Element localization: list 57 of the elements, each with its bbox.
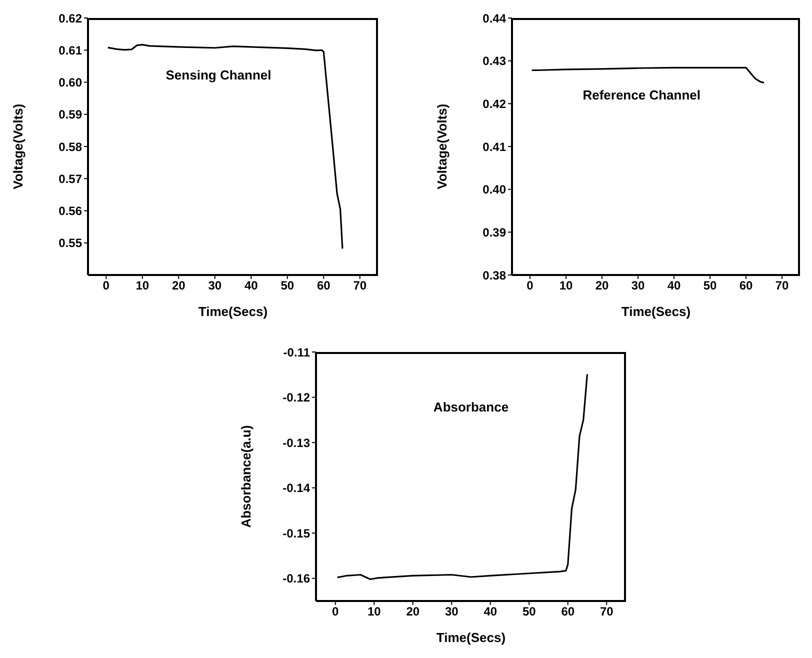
- x-tick-label: 0: [332, 604, 340, 619]
- y-tick-label: 0.41: [482, 140, 506, 154]
- x-tick-label: 60: [739, 278, 753, 293]
- y-tick-label: -0.12: [282, 390, 310, 405]
- x-tick-label: 30: [444, 604, 459, 619]
- x-tick-label: 50: [703, 278, 717, 293]
- y-tick-label: -0.11: [283, 345, 310, 360]
- y-tick-label: 0.57: [58, 172, 82, 186]
- x-tick-label: 70: [600, 604, 614, 619]
- y-tick-label: 0.62: [58, 11, 82, 26]
- y-tick-label: 0.55: [58, 236, 82, 250]
- y-tick-label: 0.59: [58, 108, 82, 122]
- x-tick-label: 20: [595, 278, 609, 293]
- x-tick-label: 20: [406, 604, 420, 619]
- x-tick-label: 60: [561, 604, 575, 619]
- y-tick-label: 0.39: [482, 225, 506, 240]
- annotation: Absorbance: [433, 399, 509, 414]
- x-tick-label: 50: [522, 604, 536, 619]
- y-axis-title: Voltage(Volts): [10, 104, 26, 190]
- line-series: [531, 66, 765, 84]
- x-tick-label: 20: [172, 278, 186, 293]
- x-tick-label: 10: [559, 278, 573, 293]
- annotation: Reference Channel: [582, 88, 700, 103]
- x-axis-title: Time(Secs): [198, 304, 268, 319]
- y-tick-label: 0.38: [482, 268, 506, 282]
- y-tick-label: 0.56: [58, 204, 82, 218]
- x-tick-label: 40: [244, 278, 258, 293]
- x-tick-label: 0: [526, 278, 534, 293]
- y-tick-label: 0.44: [482, 11, 506, 26]
- x-tick-label: 40: [484, 604, 498, 619]
- x-tick-label: 10: [367, 604, 382, 619]
- y-tick-label: -0.16: [282, 572, 310, 586]
- line-series: [107, 44, 344, 250]
- x-tick-label: 40: [667, 278, 681, 293]
- x-axis-title: Time(Secs): [621, 304, 691, 319]
- y-tick-label: 0.40: [482, 182, 506, 197]
- y-tick-label: 0.61: [58, 43, 82, 58]
- x-tick-label: 0: [102, 278, 110, 293]
- y-axis-title: Voltage(Volts): [434, 104, 450, 190]
- y-axis-title: Absorbance(a.u): [238, 425, 254, 528]
- y-tick-label: -0.13: [282, 436, 310, 450]
- x-axis-title: Time(Secs): [436, 630, 506, 645]
- x-tick-label: 50: [280, 278, 294, 293]
- x-tick-label: 60: [316, 278, 331, 293]
- annotation: Sensing Channel: [166, 67, 272, 82]
- y-tick-label: 0.42: [482, 96, 506, 111]
- x-tick-label: 10: [136, 278, 150, 293]
- x-tick-label: 70: [353, 278, 367, 293]
- y-tick-label: 0.43: [482, 54, 506, 68]
- x-tick-label: 70: [775, 278, 789, 293]
- y-tick-label: 0.58: [58, 140, 82, 154]
- y-tick-label: -0.15: [282, 526, 310, 540]
- x-tick-label: 30: [208, 278, 222, 293]
- line-series: [336, 373, 588, 580]
- y-tick-label: 0.60: [58, 76, 82, 90]
- y-tick-label: -0.14: [282, 481, 310, 496]
- x-tick-label: 30: [631, 278, 645, 293]
